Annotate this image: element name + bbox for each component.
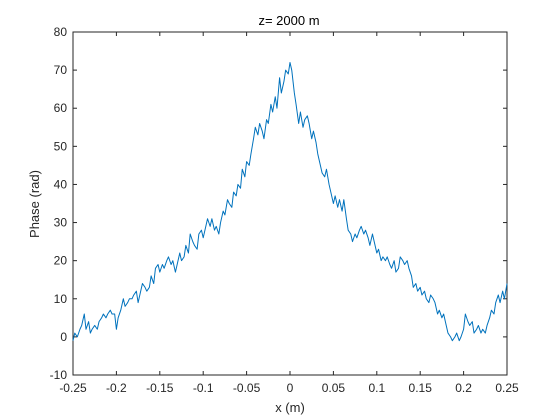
y-axis: -10 0 10 20 30 40 50 60 70 80	[50, 25, 507, 382]
plot-area	[72, 31, 508, 376]
y-tick-label: 30	[54, 216, 68, 230]
x-tick-label: -0.25	[59, 381, 87, 395]
x-tick-label: -0.2	[106, 381, 127, 395]
y-tick-label: 60	[54, 101, 68, 115]
x-tick-label: 0.2	[455, 381, 472, 395]
y-tick-label: 50	[54, 139, 68, 153]
x-tick-label: 0.25	[495, 381, 519, 395]
x-axis: -0.25 -0.2 -0.15 -0.1 -0.05 0 0.05 0.1 0.15 0.2 0.…	[59, 32, 519, 395]
x-tick-label: 0.1	[368, 381, 385, 395]
x-tick-label: 0.05	[322, 381, 346, 395]
y-tick-label: -10	[50, 368, 68, 382]
y-axis-label: Phase (rad)	[27, 170, 42, 238]
x-tick-label: 0	[287, 381, 294, 395]
y-tick-label: 70	[54, 63, 68, 77]
y-tick-label: 20	[54, 254, 68, 268]
y-tick-label: 0	[60, 330, 67, 344]
y-tick-label: 10	[54, 292, 68, 306]
phase-series-line	[72, 61, 508, 342]
chart-title: z= 2000 m	[258, 13, 319, 28]
x-tick-label: -0.1	[193, 381, 214, 395]
x-tick-label: -0.15	[146, 381, 174, 395]
x-axis-label: x (m)	[275, 400, 305, 415]
x-tick-label: -0.05	[233, 381, 261, 395]
y-tick-label: 40	[54, 177, 68, 191]
x-tick-label: 0.15	[409, 381, 433, 395]
series-layer	[72, 61, 508, 342]
y-tick-label: 80	[54, 25, 68, 39]
